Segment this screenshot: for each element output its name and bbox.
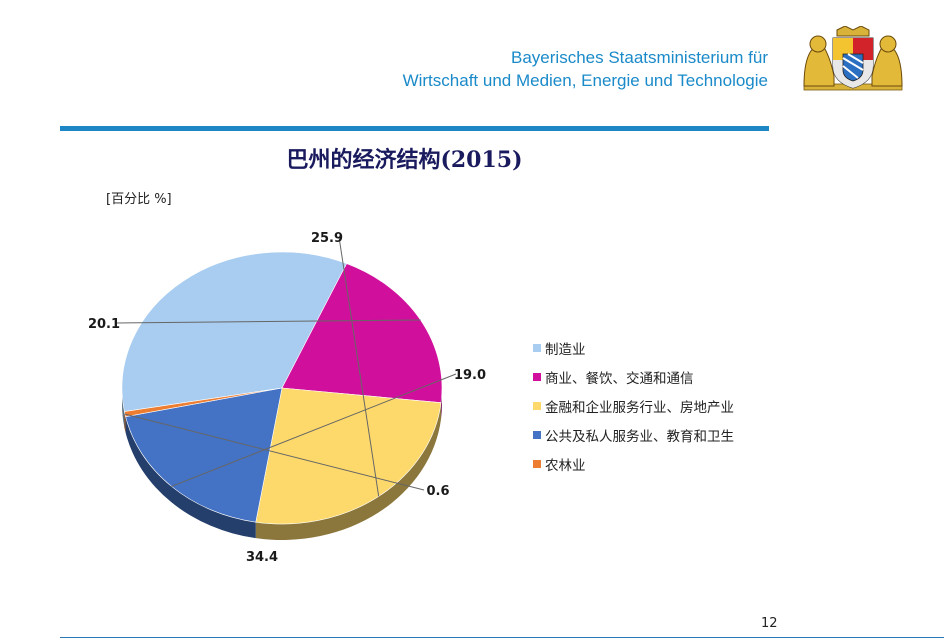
pie-slice-manufacturing: [121, 251, 348, 412]
ministry-name-line2: Wirtschaft und Medien, Energie und Techn…: [402, 71, 768, 90]
pie-side-public-services: [125, 416, 256, 539]
legend-swatch-commerce: [533, 372, 541, 381]
legend-swatch-finance: [533, 401, 541, 410]
chart-title: 巴州的经济结构(2015): [286, 147, 523, 173]
leader-line-public-services: [171, 373, 457, 487]
leader-line-agriculture: [124, 413, 425, 491]
legend-swatch-public-services: [533, 430, 541, 439]
legend-item-public-services: 公共及私人服务业、教育和卫生: [533, 420, 734, 449]
pie-side-agriculture: [124, 411, 126, 433]
legend-label-commerce: 商业、餐饮、交通和通信: [545, 370, 694, 387]
footer-rule: [60, 637, 944, 638]
leader-line-finance: [338, 236, 380, 497]
legend-label-public-services: 公共及私人服务业、教育和卫生: [545, 428, 734, 445]
pie-slice-finance: [255, 387, 442, 525]
legend-item-agriculture: 农林业: [533, 449, 734, 478]
data-label-manufacturing: 34.4: [246, 550, 278, 565]
legend-item-commerce: 商业、餐饮、交通和通信: [533, 362, 734, 391]
data-label-commerce: 20.1: [88, 317, 120, 332]
leader-line-commerce: [115, 319, 421, 324]
legend-label-manufacturing: 制造业: [545, 341, 586, 358]
bavarian-coat-of-arms-icon: [803, 26, 903, 91]
chart-legend: 制造业商业、餐饮、交通和通信金融和企业服务行业、房地产业 公共及私人服务业、教育和…: [533, 333, 734, 478]
legend-label-agriculture: 农林业: [545, 457, 586, 474]
legend-label-finance: 金融和企业服务行业、房地产业: [545, 399, 734, 416]
unit-label: [百分比 %]: [106, 192, 172, 207]
page-number: 12: [761, 616, 778, 631]
pie-side-finance: [255, 402, 442, 540]
data-label-agriculture: 0.6: [426, 484, 449, 499]
pie-side-manufacturing: [122, 388, 125, 428]
header-rule: [60, 126, 769, 131]
ministry-name-line1: Bayerisches Staatsministerium für: [511, 48, 768, 67]
legend-swatch-manufacturing: [533, 343, 541, 352]
legend-swatch-agriculture: [533, 459, 541, 468]
data-label-public-services: 19.0: [454, 368, 486, 383]
legend-item-manufacturing: 制造业: [533, 333, 734, 362]
data-label-finance: 25.9: [311, 231, 343, 246]
legend-item-finance: 金融和企业服务行业、房地产业: [533, 391, 734, 420]
